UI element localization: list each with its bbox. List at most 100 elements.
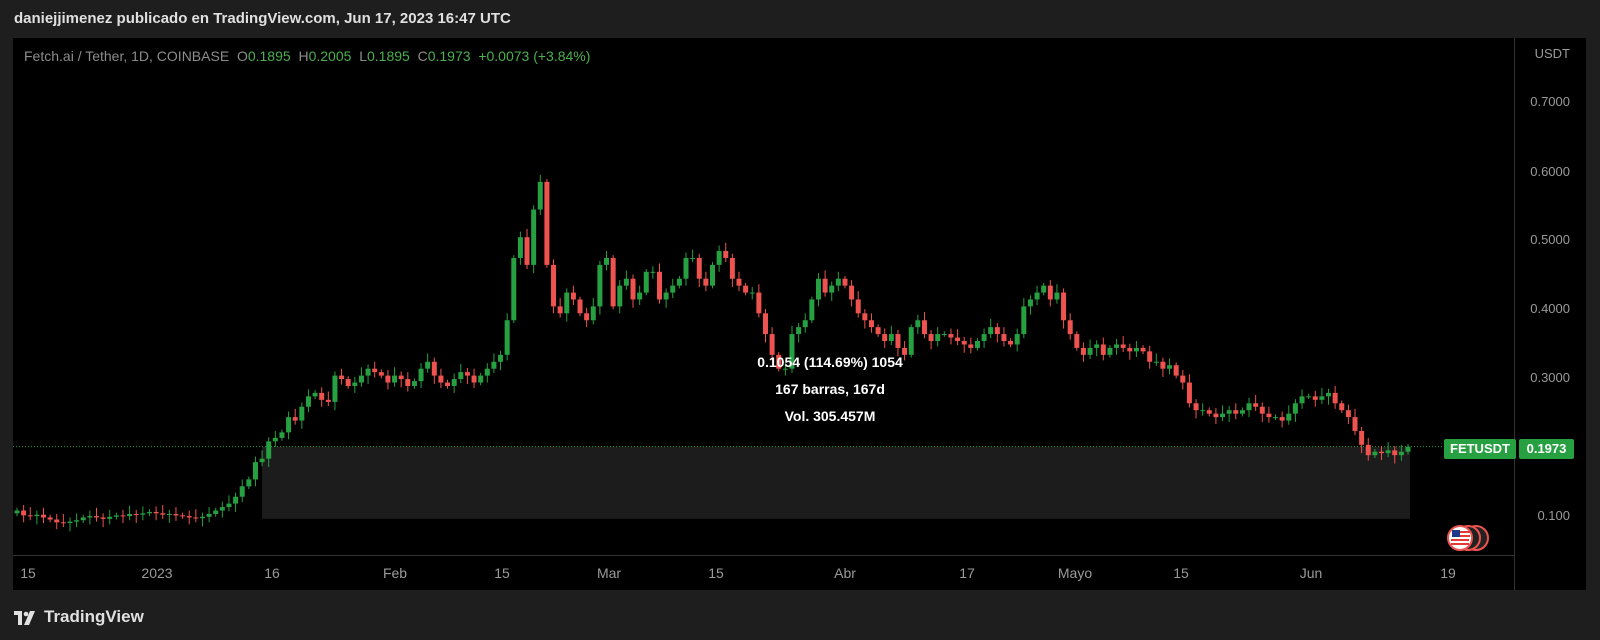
candle-body [882, 334, 888, 341]
candle-body [80, 517, 86, 521]
candle-body [325, 399, 331, 402]
candle-body [696, 257, 702, 279]
candle-body [968, 344, 974, 348]
candle-body [1392, 450, 1398, 456]
candle-body [1292, 403, 1298, 414]
candle-body [458, 372, 464, 380]
candle-body [484, 368, 490, 376]
candle-body [153, 511, 159, 514]
candle-body [372, 368, 378, 373]
time-axis-separator [13, 555, 1514, 556]
candle-body [1233, 410, 1239, 414]
candle-body [1239, 410, 1245, 414]
candlestick-plot[interactable] [13, 38, 1514, 555]
candle-body [1379, 451, 1385, 454]
candle-body [597, 264, 603, 307]
candle-body [564, 292, 570, 314]
date-tick: Mayo [1057, 565, 1093, 581]
candle-body [113, 515, 119, 517]
price-tick: 0.7000 [1530, 94, 1570, 109]
price-tick: 0.4000 [1530, 301, 1570, 316]
candle-body [623, 278, 629, 286]
tradingview-brand[interactable]: TradingView [14, 607, 144, 627]
candle-body [617, 285, 623, 307]
candle-body [345, 379, 351, 386]
candle-body [524, 237, 530, 265]
candle-body [1054, 292, 1060, 300]
candle-body [425, 361, 431, 369]
candle-body [1193, 403, 1199, 411]
brand-name: TradingView [44, 607, 144, 626]
candle-body [1352, 417, 1358, 431]
candle-body [226, 503, 232, 508]
candle-body [630, 278, 636, 300]
close-key: C [417, 48, 428, 64]
candle-body [504, 320, 510, 355]
candle-body [1153, 361, 1159, 363]
candle-body [1167, 365, 1173, 369]
price-tick: 0.6000 [1530, 164, 1570, 179]
candle-body [319, 392, 325, 400]
candle-body [180, 515, 186, 517]
candle-body [544, 181, 550, 265]
date-tick: Mar [596, 565, 622, 581]
us-flag-event-icon[interactable] [1446, 524, 1490, 552]
candle-body [537, 181, 543, 210]
price-tick: 0.3000 [1530, 370, 1570, 385]
candle-body [676, 278, 682, 286]
candle-body [961, 341, 967, 345]
candle-body [1246, 403, 1252, 411]
candle-body [252, 462, 258, 480]
candle-body [1140, 347, 1146, 352]
candle-body [418, 368, 424, 382]
candle-body [1080, 347, 1086, 355]
candle-body [835, 278, 841, 286]
candle-body [478, 375, 484, 383]
candle-body [895, 334, 901, 348]
candle-body [517, 237, 523, 258]
candle-body [127, 514, 133, 517]
candle-body [955, 337, 961, 341]
candle-body [1286, 413, 1292, 421]
candle-body [782, 368, 788, 370]
candle-body [1027, 299, 1033, 307]
candle-body [1160, 361, 1166, 369]
candle-body [941, 334, 947, 336]
candle-body [206, 514, 212, 517]
candle-body [1312, 396, 1318, 400]
candle-body [146, 511, 152, 514]
candle-body [849, 285, 855, 300]
candle-body [584, 313, 590, 321]
price-axis-unit: USDT [1534, 46, 1570, 61]
candle-body [815, 278, 821, 300]
candle-body [1319, 396, 1325, 400]
candle-body [1359, 430, 1365, 445]
candle-body [1147, 351, 1153, 362]
close-value: 0.1973 [427, 48, 471, 64]
candle-body [1266, 413, 1272, 418]
candle-body [378, 372, 384, 376]
candle-body [690, 257, 696, 259]
date-tick: 15 [20, 565, 36, 581]
candle-body [1220, 413, 1226, 418]
candle-body [902, 347, 908, 355]
candle-body [14, 510, 20, 514]
ticker-tag: FETUSDT [1444, 439, 1516, 459]
date-tick: 16 [264, 565, 280, 581]
candle-body [802, 320, 808, 328]
candle-body [107, 516, 113, 519]
candle-body [166, 514, 172, 515]
candle-body [358, 375, 364, 383]
candle-body [471, 375, 477, 383]
high-key: H [298, 48, 309, 64]
candle-body [491, 361, 497, 369]
candle-body [1107, 347, 1113, 355]
candle-body [749, 292, 755, 294]
measure-bars: 167 barras, 167d [775, 381, 885, 397]
candle-body [1253, 403, 1259, 407]
candle-body [756, 292, 762, 314]
candle-body [1001, 334, 1007, 341]
candle-body [762, 313, 768, 335]
candle-body [743, 285, 749, 293]
candle-body [193, 517, 199, 519]
